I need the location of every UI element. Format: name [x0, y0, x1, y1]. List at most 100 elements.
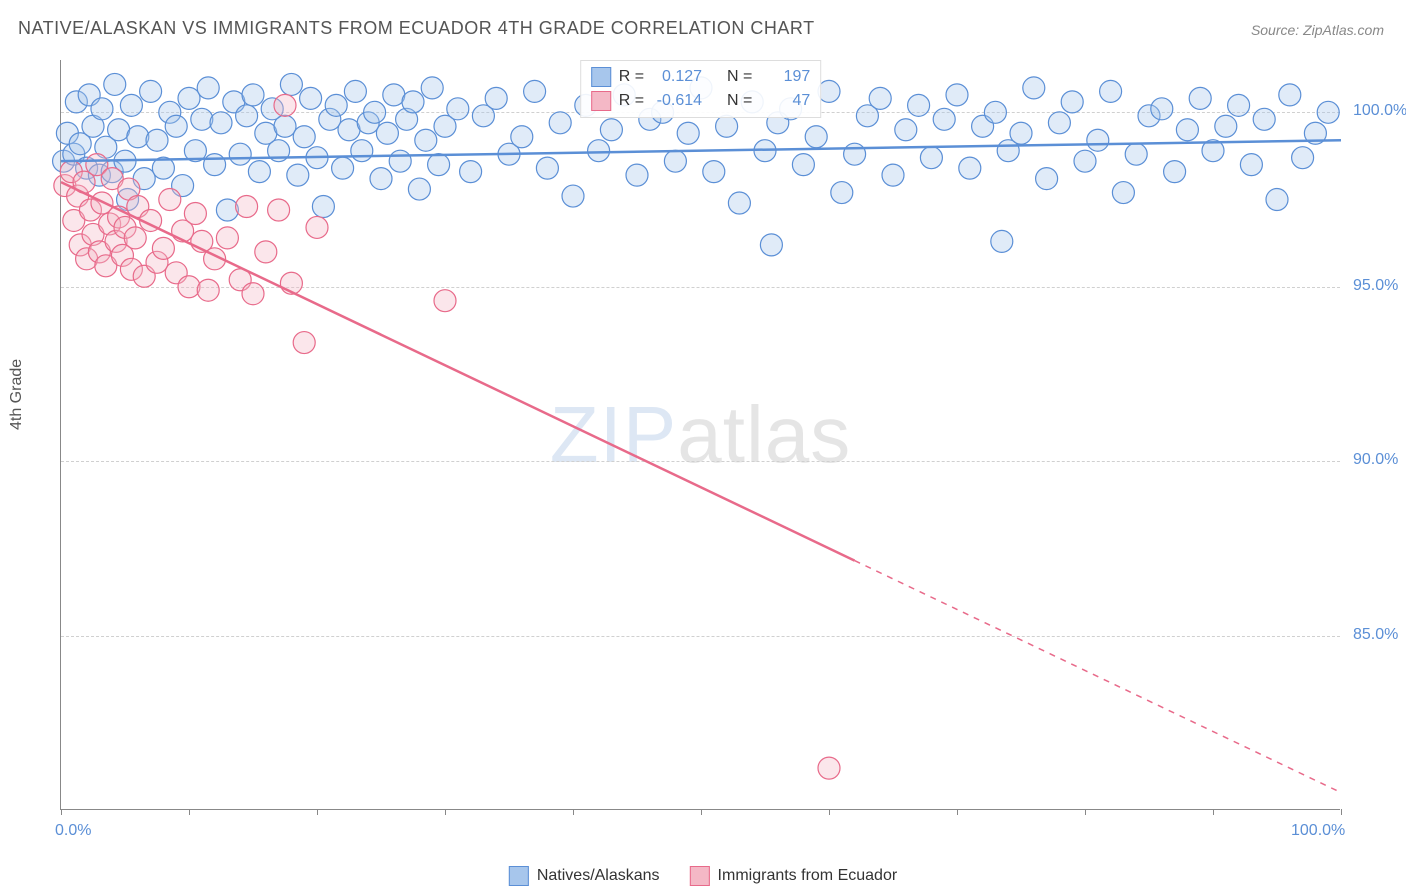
plot-svg: [61, 60, 1340, 809]
trend-line-dashed: [855, 561, 1341, 793]
scatter-point: [485, 87, 507, 109]
scatter-point: [703, 161, 725, 183]
scatter-point: [805, 126, 827, 148]
x-tick: [1085, 809, 1086, 815]
n-label-2: N =: [727, 92, 752, 110]
legend-bottom: Natives/Alaskans Immigrants from Ecuador: [509, 866, 897, 886]
scatter-point: [389, 150, 411, 172]
scatter-point: [1215, 115, 1237, 137]
x-tick: [61, 809, 62, 815]
swatch-series1: [591, 67, 611, 87]
x-tick: [829, 809, 830, 815]
scatter-point: [178, 87, 200, 109]
scatter-point: [818, 757, 840, 779]
scatter-point: [104, 73, 126, 95]
x-tick: [1341, 809, 1342, 815]
scatter-point: [1240, 154, 1262, 176]
scatter-point: [716, 115, 738, 137]
scatter-point: [124, 227, 146, 249]
n-label-1: N =: [727, 68, 752, 86]
scatter-point: [946, 84, 968, 106]
scatter-point: [127, 126, 149, 148]
legend-correlation: R = 0.127 N = 197 R = -0.614 N = 47: [580, 60, 822, 118]
scatter-point: [1074, 150, 1096, 172]
scatter-point: [882, 164, 904, 186]
scatter-point: [536, 157, 558, 179]
scatter-point: [1176, 119, 1198, 141]
scatter-point: [236, 196, 258, 218]
scatter-point: [344, 80, 366, 102]
scatter-point: [332, 157, 354, 179]
scatter-point: [869, 87, 891, 109]
scatter-point: [274, 115, 296, 137]
y-tick-label: 90.0%: [1353, 451, 1398, 469]
scatter-point: [287, 164, 309, 186]
source-label: Source: ZipAtlas.com: [1251, 22, 1384, 38]
scatter-point: [1061, 91, 1083, 113]
scatter-point: [191, 108, 213, 130]
scatter-point: [364, 101, 386, 123]
scatter-point: [895, 119, 917, 141]
scatter-point: [524, 80, 546, 102]
scatter-point: [588, 140, 610, 162]
scatter-point: [255, 241, 277, 263]
scatter-point: [274, 94, 296, 116]
scatter-point: [178, 276, 200, 298]
n-value-1: 197: [760, 68, 810, 86]
scatter-point: [140, 80, 162, 102]
scatter-point: [120, 94, 142, 116]
scatter-point: [991, 230, 1013, 252]
scatter-point: [677, 122, 699, 144]
x-tick: [1213, 809, 1214, 815]
scatter-point: [1125, 143, 1147, 165]
scatter-point: [216, 199, 238, 221]
scatter-point: [792, 154, 814, 176]
scatter-point: [280, 73, 302, 95]
swatch-series2: [591, 91, 611, 111]
x-tick: [573, 809, 574, 815]
scatter-point: [600, 119, 622, 141]
scatter-point: [268, 199, 290, 221]
x-tick: [317, 809, 318, 815]
scatter-point: [728, 192, 750, 214]
scatter-point: [91, 98, 113, 120]
scatter-point: [460, 161, 482, 183]
scatter-point: [1100, 80, 1122, 102]
scatter-point: [242, 84, 264, 106]
scatter-point: [1010, 122, 1032, 144]
x-tick: [445, 809, 446, 815]
scatter-point: [312, 196, 334, 218]
scatter-point: [351, 140, 373, 162]
y-axis-label: 4th Grade: [8, 359, 26, 430]
legend-item-2: Immigrants from Ecuador: [690, 866, 898, 886]
scatter-point: [1317, 101, 1339, 123]
scatter-point: [1151, 98, 1173, 120]
scatter-point: [293, 332, 315, 354]
scatter-point: [760, 234, 782, 256]
swatch-bottom-1: [509, 866, 529, 886]
scatter-point: [184, 202, 206, 224]
scatter-point: [818, 80, 840, 102]
y-tick-label: 100.0%: [1353, 102, 1406, 120]
y-tick-label: 95.0%: [1353, 277, 1398, 295]
scatter-point: [165, 115, 187, 137]
scatter-point: [1189, 87, 1211, 109]
scatter-point: [325, 94, 347, 116]
scatter-point: [293, 126, 315, 148]
legend-row-2: R = -0.614 N = 47: [591, 89, 811, 113]
scatter-point: [844, 143, 866, 165]
x-tick: [189, 809, 190, 815]
chart-title: NATIVE/ALASKAN VS IMMIGRANTS FROM ECUADO…: [18, 18, 815, 39]
scatter-point: [549, 112, 571, 134]
scatter-point: [415, 129, 437, 151]
n-value-2: 47: [760, 92, 810, 110]
scatter-point: [831, 182, 853, 204]
r-value-2: -0.614: [652, 92, 702, 110]
scatter-point: [1112, 182, 1134, 204]
x-tick-label: 0.0%: [55, 822, 91, 840]
scatter-point: [376, 122, 398, 144]
scatter-point: [402, 91, 424, 113]
plot-area: ZIPatlas R = 0.127 N = 197 R = -0.614 N …: [60, 60, 1340, 810]
scatter-point: [1279, 84, 1301, 106]
scatter-point: [421, 77, 443, 99]
